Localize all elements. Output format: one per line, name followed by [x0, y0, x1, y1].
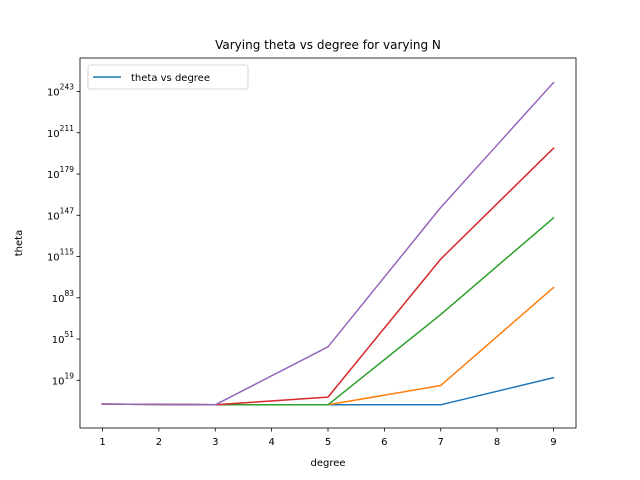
y-tick-exponent: 211 [60, 124, 75, 133]
x-tick-label: 8 [494, 437, 500, 448]
x-tick-label: 3 [212, 437, 218, 448]
y-tick-label: 10243 [47, 83, 74, 99]
y-tick-label: 1083 [52, 289, 75, 305]
legend: theta vs degree [87, 64, 249, 90]
y-tick-label: 10115 [47, 248, 74, 264]
y-tick-exponent: 115 [60, 248, 75, 257]
y-tick-label: 10211 [47, 124, 74, 140]
x-axis-label: degree [310, 458, 345, 469]
y-tick-base: 10 [52, 335, 65, 346]
x-tick-label: 4 [268, 437, 274, 448]
y-tick-base: 10 [47, 253, 60, 264]
x-tick-label: 9 [550, 437, 556, 448]
y-axis-label: theta [14, 230, 25, 256]
series-line-3 [101, 216, 555, 406]
y-tick-label: 1019 [52, 371, 75, 387]
x-tick-label: 1 [99, 437, 105, 448]
x-tick-label: 6 [381, 437, 387, 448]
y-tick-base: 10 [47, 170, 60, 181]
plot-area [79, 57, 577, 429]
y-tick-base: 10 [47, 88, 60, 99]
y-tick-exponent: 83 [64, 289, 74, 298]
y-tick-label: 10179 [47, 165, 74, 181]
y-tick-base: 10 [47, 129, 60, 140]
series-line-5 [101, 81, 555, 406]
y-tick-base: 10 [52, 294, 65, 305]
x-axis: 1 2 3 4 5 6 7 8 9 [99, 428, 557, 448]
y-tick-exponent: 19 [64, 371, 74, 380]
x-tick-label: 7 [438, 437, 444, 448]
series-line-1 [101, 376, 555, 406]
y-tick-exponent: 51 [64, 330, 74, 339]
y-tick-label: 1051 [52, 330, 75, 346]
x-tick-label: 5 [325, 437, 331, 448]
y-tick-label: 10147 [47, 206, 74, 222]
legend-box [87, 64, 249, 90]
series-layer [101, 81, 555, 406]
y-tick-exponent: 179 [60, 165, 75, 174]
legend-label: theta vs degree [131, 73, 210, 84]
y-tick-base: 10 [52, 376, 65, 387]
y-tick-exponent: 147 [60, 206, 75, 215]
y-tick-base: 10 [47, 211, 60, 222]
x-tick-label: 2 [156, 437, 162, 448]
chart-title: Varying theta vs degree for varying N [215, 38, 441, 52]
y-tick-exponent: 243 [60, 83, 75, 92]
plot-frame [79, 57, 577, 429]
